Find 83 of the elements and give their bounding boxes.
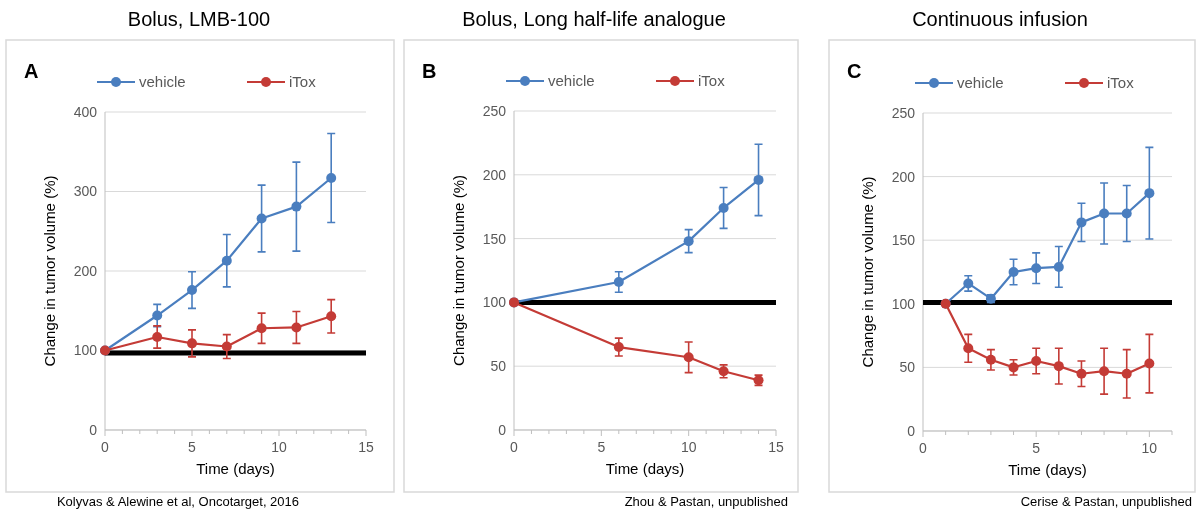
- x-tick-label: 5: [597, 439, 606, 455]
- x-tick-label: 10: [680, 439, 697, 455]
- legend-label: vehicle: [139, 73, 186, 91]
- y-tick-label: 400: [73, 103, 98, 120]
- legend-label: iTox: [1107, 74, 1135, 92]
- point: [1144, 188, 1155, 199]
- y-axis-title: Change in tumor volume (%): [41, 175, 58, 367]
- point: [683, 352, 694, 363]
- point: [1053, 261, 1064, 272]
- point: [256, 213, 267, 224]
- y-tick-label: 100: [73, 342, 98, 359]
- y-tick-label: 50: [490, 358, 507, 375]
- point: [187, 338, 197, 349]
- point: [963, 343, 974, 354]
- legend-label: iTox: [698, 72, 726, 90]
- chart-title: Continuous infusion: [912, 8, 1088, 30]
- point: [152, 310, 163, 321]
- point: [291, 201, 302, 212]
- y-tick-label: 100: [891, 295, 916, 312]
- point: [326, 172, 337, 183]
- x-tick-label: 15: [358, 439, 374, 455]
- y-tick-label: 50: [899, 359, 916, 376]
- x-axis-title: Time (days): [196, 460, 275, 477]
- point: [221, 255, 232, 266]
- point: [683, 236, 694, 247]
- text: A: [24, 60, 39, 82]
- legend-label: vehicle: [957, 74, 1004, 92]
- y-tick-label: 0: [89, 421, 98, 438]
- legend-label: iTox: [289, 73, 317, 91]
- point: [1121, 208, 1132, 219]
- text: Kolyvas & Alewine et al, Oncotarget, 2016: [56, 494, 300, 509]
- y-tick-label: 150: [891, 232, 916, 249]
- text: Zhou & Pastan, unpublished: [624, 494, 788, 509]
- point: [326, 311, 337, 322]
- point: [1008, 362, 1019, 373]
- y-tick-label: 150: [482, 230, 507, 247]
- point: [753, 174, 764, 185]
- point: [187, 285, 197, 296]
- y-tick-label: 0: [907, 422, 916, 439]
- point: [718, 202, 729, 213]
- text: C: [847, 60, 862, 82]
- point: [1076, 368, 1087, 379]
- point: [613, 342, 624, 353]
- legend-label: vehicle: [548, 72, 595, 90]
- point: [1008, 267, 1019, 277]
- y-axis-title: Change in tumor volume (%): [859, 176, 876, 368]
- x-axis-title: Time (days): [605, 460, 685, 477]
- point: [1076, 217, 1087, 228]
- y-tick-label: 250: [891, 104, 916, 121]
- point: [1144, 358, 1155, 369]
- point: [1099, 366, 1110, 377]
- y-axis-title: Change in tumor volume (%): [450, 175, 467, 366]
- y-tick-label: 200: [73, 262, 98, 279]
- x-tick-label: 5: [1032, 440, 1041, 456]
- text: Cerise & Pastan, unpublished: [1020, 494, 1192, 509]
- y-tick-label: 250: [482, 102, 507, 119]
- point: [613, 276, 624, 287]
- point: [1053, 361, 1064, 372]
- y-tick-label: 100: [482, 294, 507, 311]
- point: [985, 354, 996, 365]
- point: [1031, 263, 1042, 274]
- x-tick-label: 10: [271, 439, 287, 455]
- point: [1031, 356, 1042, 367]
- y-tick-label: 0: [498, 421, 507, 438]
- point: [1099, 208, 1110, 219]
- x-tick-label: 0: [919, 440, 928, 456]
- chart-title: Bolus, LMB-100: [127, 8, 271, 30]
- point: [1121, 368, 1132, 379]
- x-tick-label: 5: [188, 439, 197, 455]
- point: [221, 341, 232, 352]
- x-tick-label: 0: [101, 439, 110, 455]
- point: [291, 322, 302, 333]
- x-tick-label: 15: [768, 439, 784, 455]
- x-axis-title: Time (days): [1008, 461, 1087, 478]
- point: [152, 331, 163, 342]
- y-tick-label: 200: [482, 166, 507, 183]
- chart-title: Bolus, Long half-life analogue: [462, 8, 726, 30]
- x-tick-label: 10: [1141, 440, 1158, 456]
- x-tick-label: 0: [510, 439, 519, 455]
- point: [256, 323, 267, 334]
- text: B: [422, 60, 437, 82]
- y-tick-label: 200: [891, 168, 916, 185]
- y-tick-label: 300: [73, 183, 98, 200]
